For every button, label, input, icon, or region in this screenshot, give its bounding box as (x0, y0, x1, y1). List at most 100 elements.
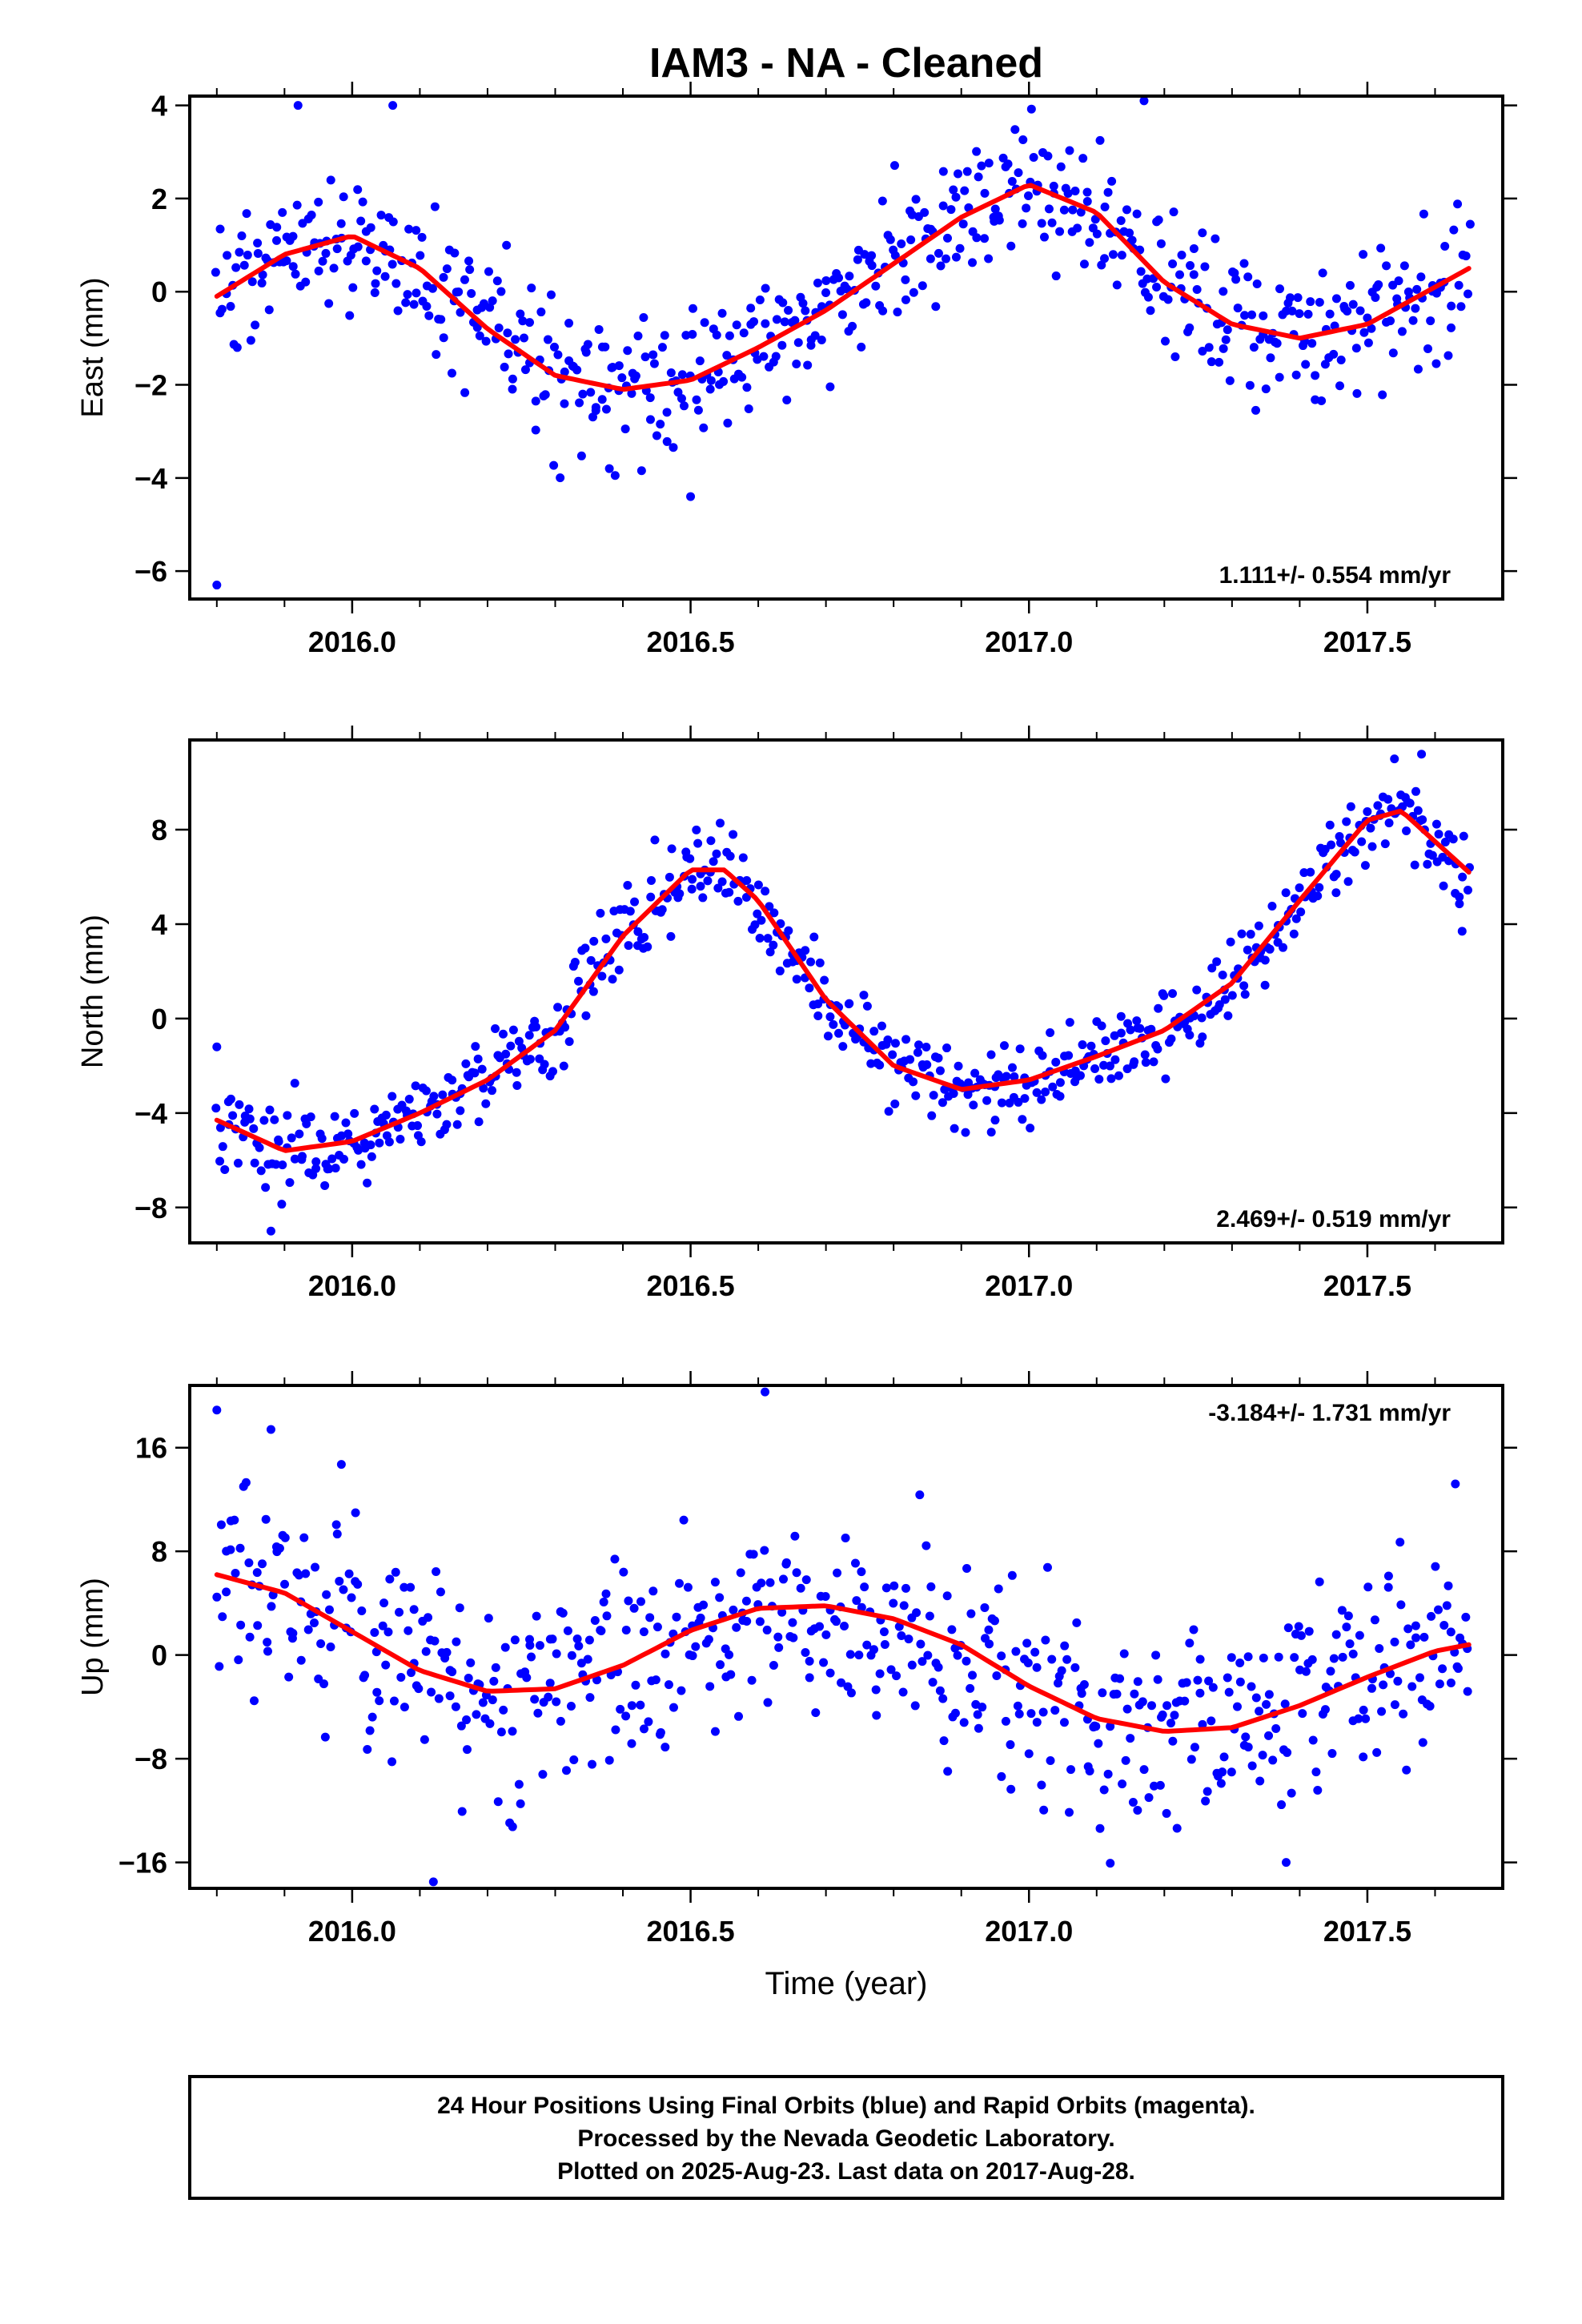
east-data-point (372, 266, 382, 275)
up-data-point (805, 1656, 814, 1666)
north-data-point (1439, 881, 1448, 891)
east-data-point (1371, 293, 1380, 303)
up-data-point (1112, 1689, 1122, 1699)
east-data-point (380, 271, 390, 281)
east-data-point (777, 340, 787, 350)
up-data-point (1095, 1823, 1105, 1833)
up-data-point (1138, 1697, 1147, 1707)
north-data-point (1154, 1003, 1163, 1013)
east-data-point (1018, 219, 1027, 228)
north-data-point (815, 958, 825, 967)
east-data-point (293, 101, 303, 111)
north-data-point (1289, 929, 1299, 939)
up-data-point (994, 1584, 1003, 1594)
up-data-point (805, 1673, 814, 1683)
east-data-point (980, 188, 990, 198)
up-data-point (216, 1520, 226, 1530)
east-data-point (475, 331, 484, 340)
east-data-point (1146, 306, 1155, 316)
north-data-point (396, 1135, 405, 1144)
east-data-point (550, 342, 560, 352)
up-data-point (1281, 1858, 1291, 1868)
east-data-point (936, 261, 946, 271)
east-data-point (719, 376, 729, 386)
up-data-point (934, 1663, 943, 1672)
up-data-point (916, 1639, 926, 1649)
east-data-point (257, 278, 267, 287)
up-data-point (311, 1562, 320, 1572)
up-data-point (258, 1559, 267, 1569)
east-data-point (627, 388, 636, 398)
east-data-point (1419, 209, 1428, 219)
east-data-point (366, 223, 375, 232)
up-data-point (1235, 1677, 1245, 1687)
up-data-point (672, 1612, 681, 1622)
north-data-point (1086, 1041, 1096, 1051)
east-data-point (962, 167, 972, 176)
up-data-point (288, 1629, 298, 1638)
up-y-tick-label: 16 (135, 1432, 167, 1465)
up-data-point (966, 1609, 976, 1618)
east-data-point (353, 185, 363, 195)
up-data-point (880, 1640, 889, 1650)
east-data-point (1204, 343, 1214, 352)
north-data-point (404, 1095, 414, 1104)
north-data-point (1357, 837, 1367, 846)
up-data-point (636, 1700, 645, 1710)
up-data-point (545, 1679, 555, 1688)
up-data-point (267, 1602, 276, 1611)
north-data-point (421, 1086, 431, 1096)
north-data-point (339, 1155, 349, 1164)
up-data-point (1170, 1711, 1179, 1720)
up-data-point (1204, 1676, 1214, 1686)
up-data-point (1190, 1743, 1199, 1752)
north-data-point (270, 1115, 279, 1124)
north-data-point (888, 1050, 897, 1059)
north-data-point (384, 1137, 394, 1147)
up-data-point (950, 1708, 960, 1718)
up-data-point (1461, 1612, 1471, 1622)
north-data-point (1363, 807, 1372, 817)
east-data-point (1139, 96, 1149, 106)
east-data-point (780, 317, 789, 327)
east-data-point (1376, 243, 1386, 253)
up-data-point (1320, 1705, 1330, 1715)
east-data-point (1363, 338, 1373, 348)
up-data-point (499, 1705, 508, 1715)
north-data-point (1010, 1072, 1019, 1082)
east-data-point (253, 248, 263, 258)
north-data-point (784, 926, 793, 935)
up-data-point (424, 1613, 433, 1622)
up-data-point (1283, 1623, 1293, 1633)
north-data-point (274, 1137, 283, 1147)
up-data-point (452, 1637, 461, 1647)
north-data-point (233, 1158, 243, 1168)
north-data-point (921, 1043, 931, 1052)
east-data-point (1394, 276, 1403, 286)
east-data-point (329, 263, 339, 273)
east-data-point (1225, 376, 1235, 385)
up-data-point (1059, 1718, 1069, 1727)
east-data-point (1345, 280, 1355, 290)
up-data-point (769, 1660, 778, 1670)
north-data-point (589, 936, 599, 946)
up-data-point (984, 1625, 994, 1634)
up-data-point (1337, 1606, 1347, 1615)
north-data-point (411, 1081, 420, 1091)
north-data-point (311, 1157, 321, 1167)
east-data-point (679, 401, 689, 411)
east-data-point (817, 336, 826, 345)
east-data-point (1295, 309, 1304, 319)
east-data-point (1318, 268, 1327, 278)
up-data-point (1399, 1709, 1408, 1719)
north-data-point (657, 905, 667, 915)
up-data-point (1006, 1740, 1015, 1750)
up-x-tick-label: 2016.0 (308, 1915, 396, 1948)
east-y-tick-label: −6 (135, 555, 167, 588)
east-y-tick-label: −4 (135, 462, 167, 495)
east-data-point (990, 204, 1000, 214)
east-data-point (1175, 270, 1185, 279)
up-data-point (992, 1671, 1002, 1681)
east-data-point (1411, 304, 1420, 313)
up-data-point (763, 1698, 773, 1707)
